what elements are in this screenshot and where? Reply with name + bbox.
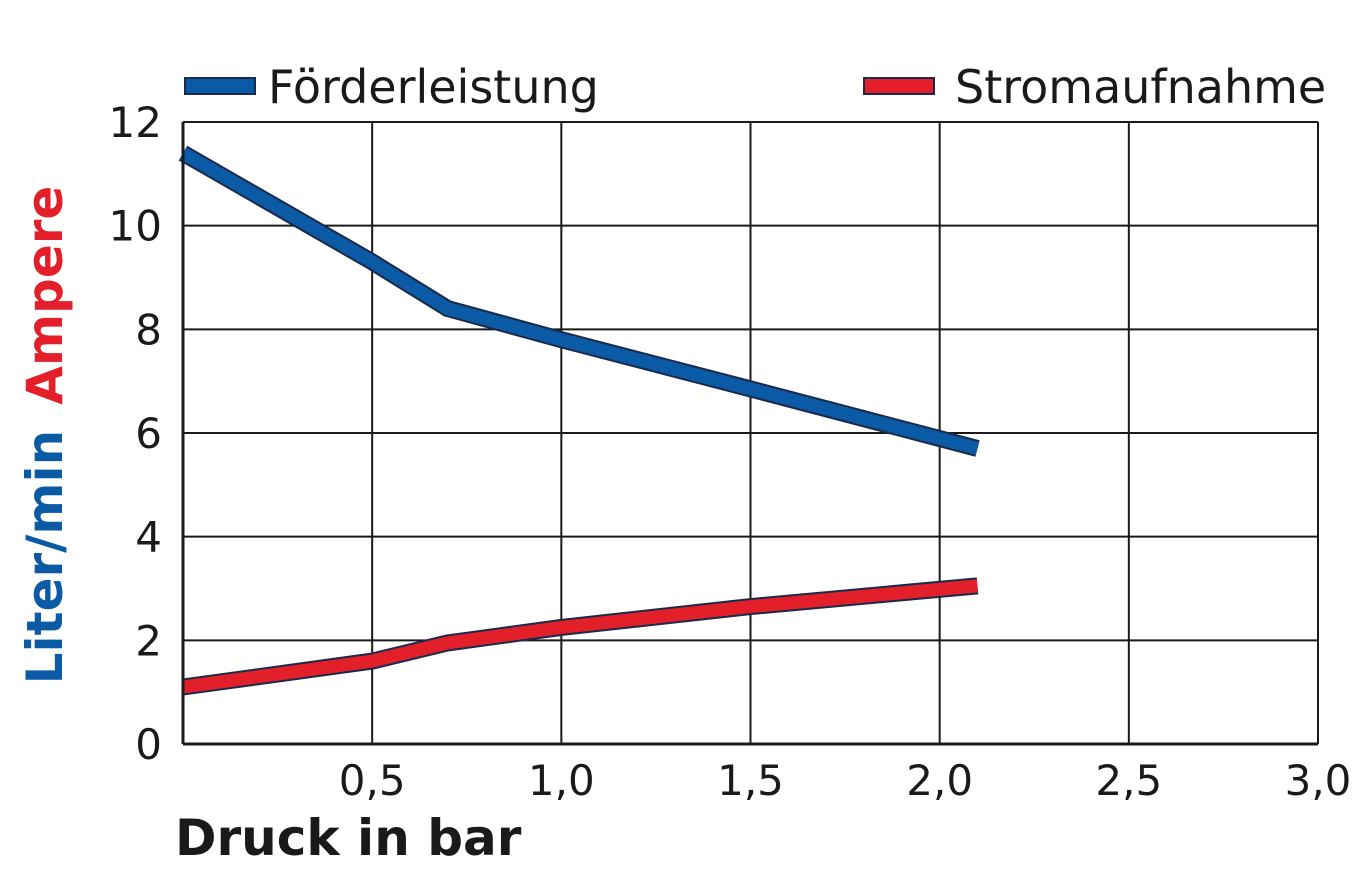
x-tick-label: 2,0 [906,756,973,805]
y-tick-label: 8 [135,305,162,354]
grid [183,121,1319,745]
y-tick-label: 2 [135,616,162,665]
y-axis-label: Liter/min Ampere [16,186,74,685]
x-tick-label: 1,5 [717,756,784,805]
legend-label-0: Förderleistung [268,60,599,114]
series-outline-0 [178,145,980,457]
series-line-1 [182,579,979,694]
y-tick-label: 4 [135,513,162,562]
x-axis-label: Druck in bar [175,809,522,867]
x-tick-label: 2,5 [1095,756,1162,805]
x-tick-label: 3,0 [1285,756,1352,805]
y-axis-label-part-0: Liter/min [16,430,74,685]
legend-swatch-1 [863,77,935,95]
y-tick-label: 10 [109,202,162,251]
series-lines [178,145,980,696]
y-axis-label-part-1: Ampere [16,186,74,430]
axes [181,122,1318,746]
series-line-0 [179,147,980,455]
x-tick-label: 0,5 [339,756,406,805]
x-tick-labels: 0,5 1,0 1,5 2,0 2,5 3,0 [339,756,1352,805]
legend-label-1: Stromaufnahme [955,60,1326,114]
y-tick-label: 0 [135,720,162,769]
x-tick-label: 1,0 [528,756,595,805]
y-tick-label: 6 [135,409,162,458]
y-tick-label: 12 [109,98,162,147]
legend: Förderleistung Stromaufnahme [184,60,1326,114]
y-tick-labels: 0 2 4 6 8 10 12 [109,98,162,769]
legend-swatch-0 [184,77,256,95]
